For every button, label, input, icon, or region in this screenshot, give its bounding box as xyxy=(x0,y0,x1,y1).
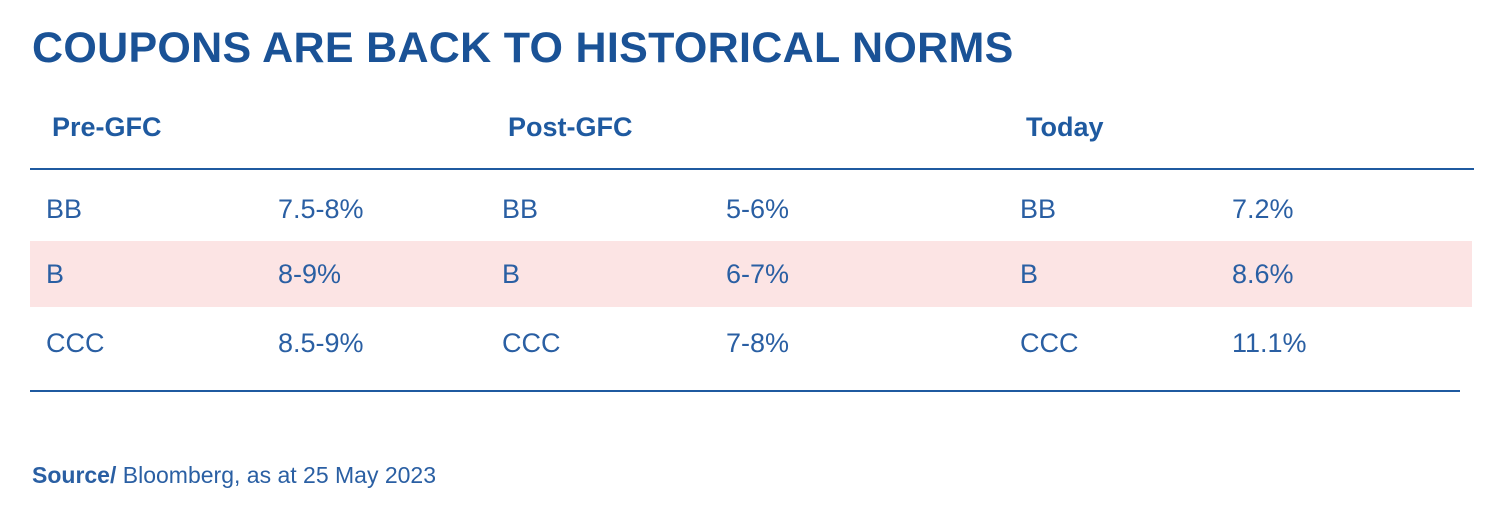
post-gfc-rating: B xyxy=(502,259,521,289)
footer-divider xyxy=(30,390,1460,392)
source-note: Source/ Bloomberg, as at 25 May 2023 xyxy=(32,462,436,489)
column-header-post-gfc: Post-GFC xyxy=(508,112,633,142)
post-gfc-rating: BB xyxy=(502,194,539,224)
pre-gfc-coupon: 7.5-8% xyxy=(278,194,364,224)
today-rating: CCC xyxy=(1020,328,1079,358)
post-gfc-rating: CCC xyxy=(502,328,561,358)
pre-gfc-coupon: 8.5-9% xyxy=(278,328,364,358)
table-row: CCC 8.5-9% CCC 7-8% CCC 11.1% xyxy=(30,310,1472,376)
today-coupon: 11.1% xyxy=(1232,328,1307,358)
today-rating: BB xyxy=(1020,194,1057,224)
today-coupon: 8.6% xyxy=(1232,259,1294,289)
pre-gfc-coupon: 8-9% xyxy=(278,259,342,289)
table-row: BB 7.5-8% BB 5-6% BB 7.2% xyxy=(30,176,1472,242)
source-text: Bloomberg, as at 25 May 2023 xyxy=(116,462,437,488)
source-label: Source/ xyxy=(32,462,117,488)
post-gfc-coupon: 6-7% xyxy=(726,259,790,289)
post-gfc-coupon: 7-8% xyxy=(726,328,790,358)
column-header-pre-gfc: Pre-GFC xyxy=(52,112,162,142)
pre-gfc-rating: BB xyxy=(46,194,83,224)
page-title: COUPONS ARE BACK TO HISTORICAL NORMS xyxy=(32,24,1014,72)
column-header-today: Today xyxy=(1026,112,1104,142)
today-rating: B xyxy=(1020,259,1039,289)
pre-gfc-rating: B xyxy=(46,259,65,289)
table-row: B 8-9% B 6-7% B 8.6% xyxy=(30,241,1472,307)
post-gfc-coupon: 5-6% xyxy=(726,194,790,224)
header-divider xyxy=(30,168,1474,170)
pre-gfc-rating: CCC xyxy=(46,328,105,358)
today-coupon: 7.2% xyxy=(1232,194,1294,224)
